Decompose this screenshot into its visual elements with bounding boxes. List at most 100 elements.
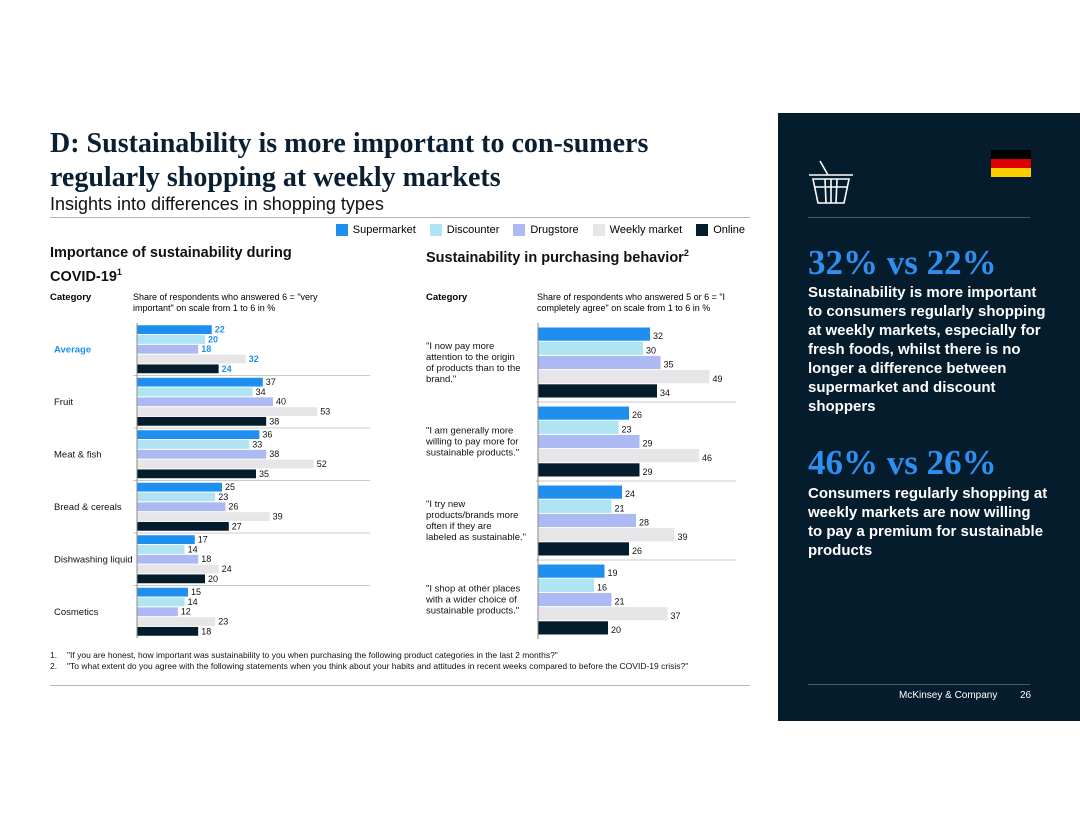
right-category-header: Category — [426, 292, 468, 303]
bar — [137, 335, 205, 344]
legend-swatch — [696, 224, 709, 236]
bar — [538, 592, 612, 607]
bar — [137, 377, 263, 387]
bar — [538, 621, 608, 635]
bar — [538, 607, 668, 621]
category-label-line: labeled as sustainable." — [426, 532, 526, 543]
page-subtitle: Insights into differences in shopping ty… — [50, 194, 384, 214]
right-share-header: Share of respondents who answered 5 or 6… — [537, 292, 726, 313]
data-label: 35 — [664, 360, 674, 370]
data-label: 18 — [201, 344, 211, 354]
data-label: 26 — [632, 546, 642, 556]
legend-label: Weekly market — [609, 224, 683, 236]
bar — [137, 449, 267, 459]
data-label: 52 — [317, 459, 327, 469]
bar — [538, 370, 710, 384]
data-label: 32 — [249, 354, 259, 364]
data-label: 53 — [320, 406, 330, 416]
data-label: 24 — [625, 489, 635, 499]
data-label: 24 — [222, 564, 232, 574]
legend-item-weekly-market: Weekly market — [592, 224, 683, 236]
category-label-line: Average — [54, 344, 91, 355]
category-label-line: sustainable products." — [426, 448, 519, 459]
page-number: 26 — [1020, 690, 1032, 701]
chart-legend: Supermarket Discounter Drugstore Weekly … — [335, 224, 745, 236]
flag-stripe — [991, 168, 1031, 177]
category-label: Average — [54, 344, 91, 355]
category-label-line: with a wider choice of — [425, 595, 517, 606]
bar — [137, 521, 229, 531]
category-label-line: Fruit — [54, 397, 73, 408]
category-label-line: Dishwashing liquid — [54, 554, 133, 565]
flag-stripe — [991, 159, 1031, 168]
legend-item-discounter: Discounter — [429, 224, 500, 236]
stat-description-1: Sustainability is more important to cons… — [808, 284, 1046, 415]
stat-highlight-2: 46% vs 26% — [808, 443, 997, 482]
data-label: 26 — [632, 410, 642, 420]
company-name: McKinsey & Company — [899, 690, 998, 701]
legend-label: Drugstore — [530, 224, 579, 236]
bar — [137, 482, 222, 492]
data-label: 24 — [222, 364, 232, 374]
footer-divider — [50, 685, 750, 686]
legend-swatch — [592, 224, 605, 236]
bar — [137, 430, 260, 440]
data-label: 36 — [262, 430, 272, 440]
bar — [137, 325, 212, 335]
data-label: 29 — [643, 439, 653, 449]
bar — [137, 574, 205, 584]
data-label: 37 — [266, 377, 276, 387]
bar — [137, 502, 226, 512]
legend-item-supermarket: Supermarket — [335, 224, 416, 236]
category-label-line: sustainable products." — [426, 606, 519, 617]
data-label: 27 — [232, 521, 242, 531]
bar — [137, 416, 267, 426]
footnote-1: 1. "If you are honest, how important was … — [50, 650, 558, 660]
bar — [137, 564, 219, 574]
data-label: 38 — [269, 449, 279, 459]
category-label-line: Meat & fish — [54, 449, 102, 460]
data-label: 14 — [188, 544, 198, 554]
category-label: Fruit — [54, 397, 73, 408]
bar — [137, 626, 199, 636]
data-label: 37 — [671, 611, 681, 621]
footnote-2: 2. "To what extent do you agree with the … — [50, 661, 689, 671]
sidebar-panel: 32% vs 22% Sustainability is more import… — [778, 113, 1080, 721]
bar — [538, 463, 640, 477]
legend-item-drugstore: Drugstore — [513, 224, 579, 236]
data-label: 33 — [252, 439, 262, 449]
category-label-line: attention to the origin — [426, 352, 515, 363]
sidebar-footer-divider — [808, 684, 1030, 685]
bar — [137, 459, 314, 469]
category-label: Cosmetics — [54, 607, 99, 618]
legend-swatch — [429, 224, 442, 236]
bar — [538, 327, 650, 341]
category-label: "I now pay more attention to the origin of… — [426, 341, 521, 385]
category-label: "I shop at other places with a wider choi… — [425, 584, 520, 617]
stat-highlight-1: 32% vs 22% — [808, 243, 997, 282]
data-label: 12 — [181, 607, 191, 617]
category-label: Bread & cereals — [54, 502, 122, 513]
data-label: 25 — [225, 482, 235, 492]
category-label-line: willing to pay more for — [425, 437, 518, 448]
category-label: "I am generally more willing to pay more … — [425, 426, 519, 459]
category-label: Meat & fish — [54, 449, 102, 460]
bar — [538, 499, 612, 513]
category-label: "I try new products/brands more often if t… — [426, 499, 526, 543]
bar — [137, 440, 250, 449]
data-label: 49 — [713, 374, 723, 384]
bar — [137, 469, 256, 479]
bar — [137, 617, 216, 626]
bar — [137, 607, 178, 617]
bar — [538, 578, 594, 592]
bar — [137, 364, 219, 374]
data-label: 23 — [218, 616, 228, 626]
stat-description-2: Consumers regularly shopping at weekly m… — [808, 485, 1048, 559]
bar — [137, 545, 185, 554]
data-label: 23 — [218, 492, 228, 502]
left-chart-title: Importance of sustainability during COVI… — [50, 245, 292, 285]
category-label-line: often if they are — [426, 521, 491, 532]
legend-item-online: Online — [696, 224, 745, 236]
legend-label: Discounter — [446, 224, 500, 236]
data-label: 14 — [188, 597, 198, 607]
